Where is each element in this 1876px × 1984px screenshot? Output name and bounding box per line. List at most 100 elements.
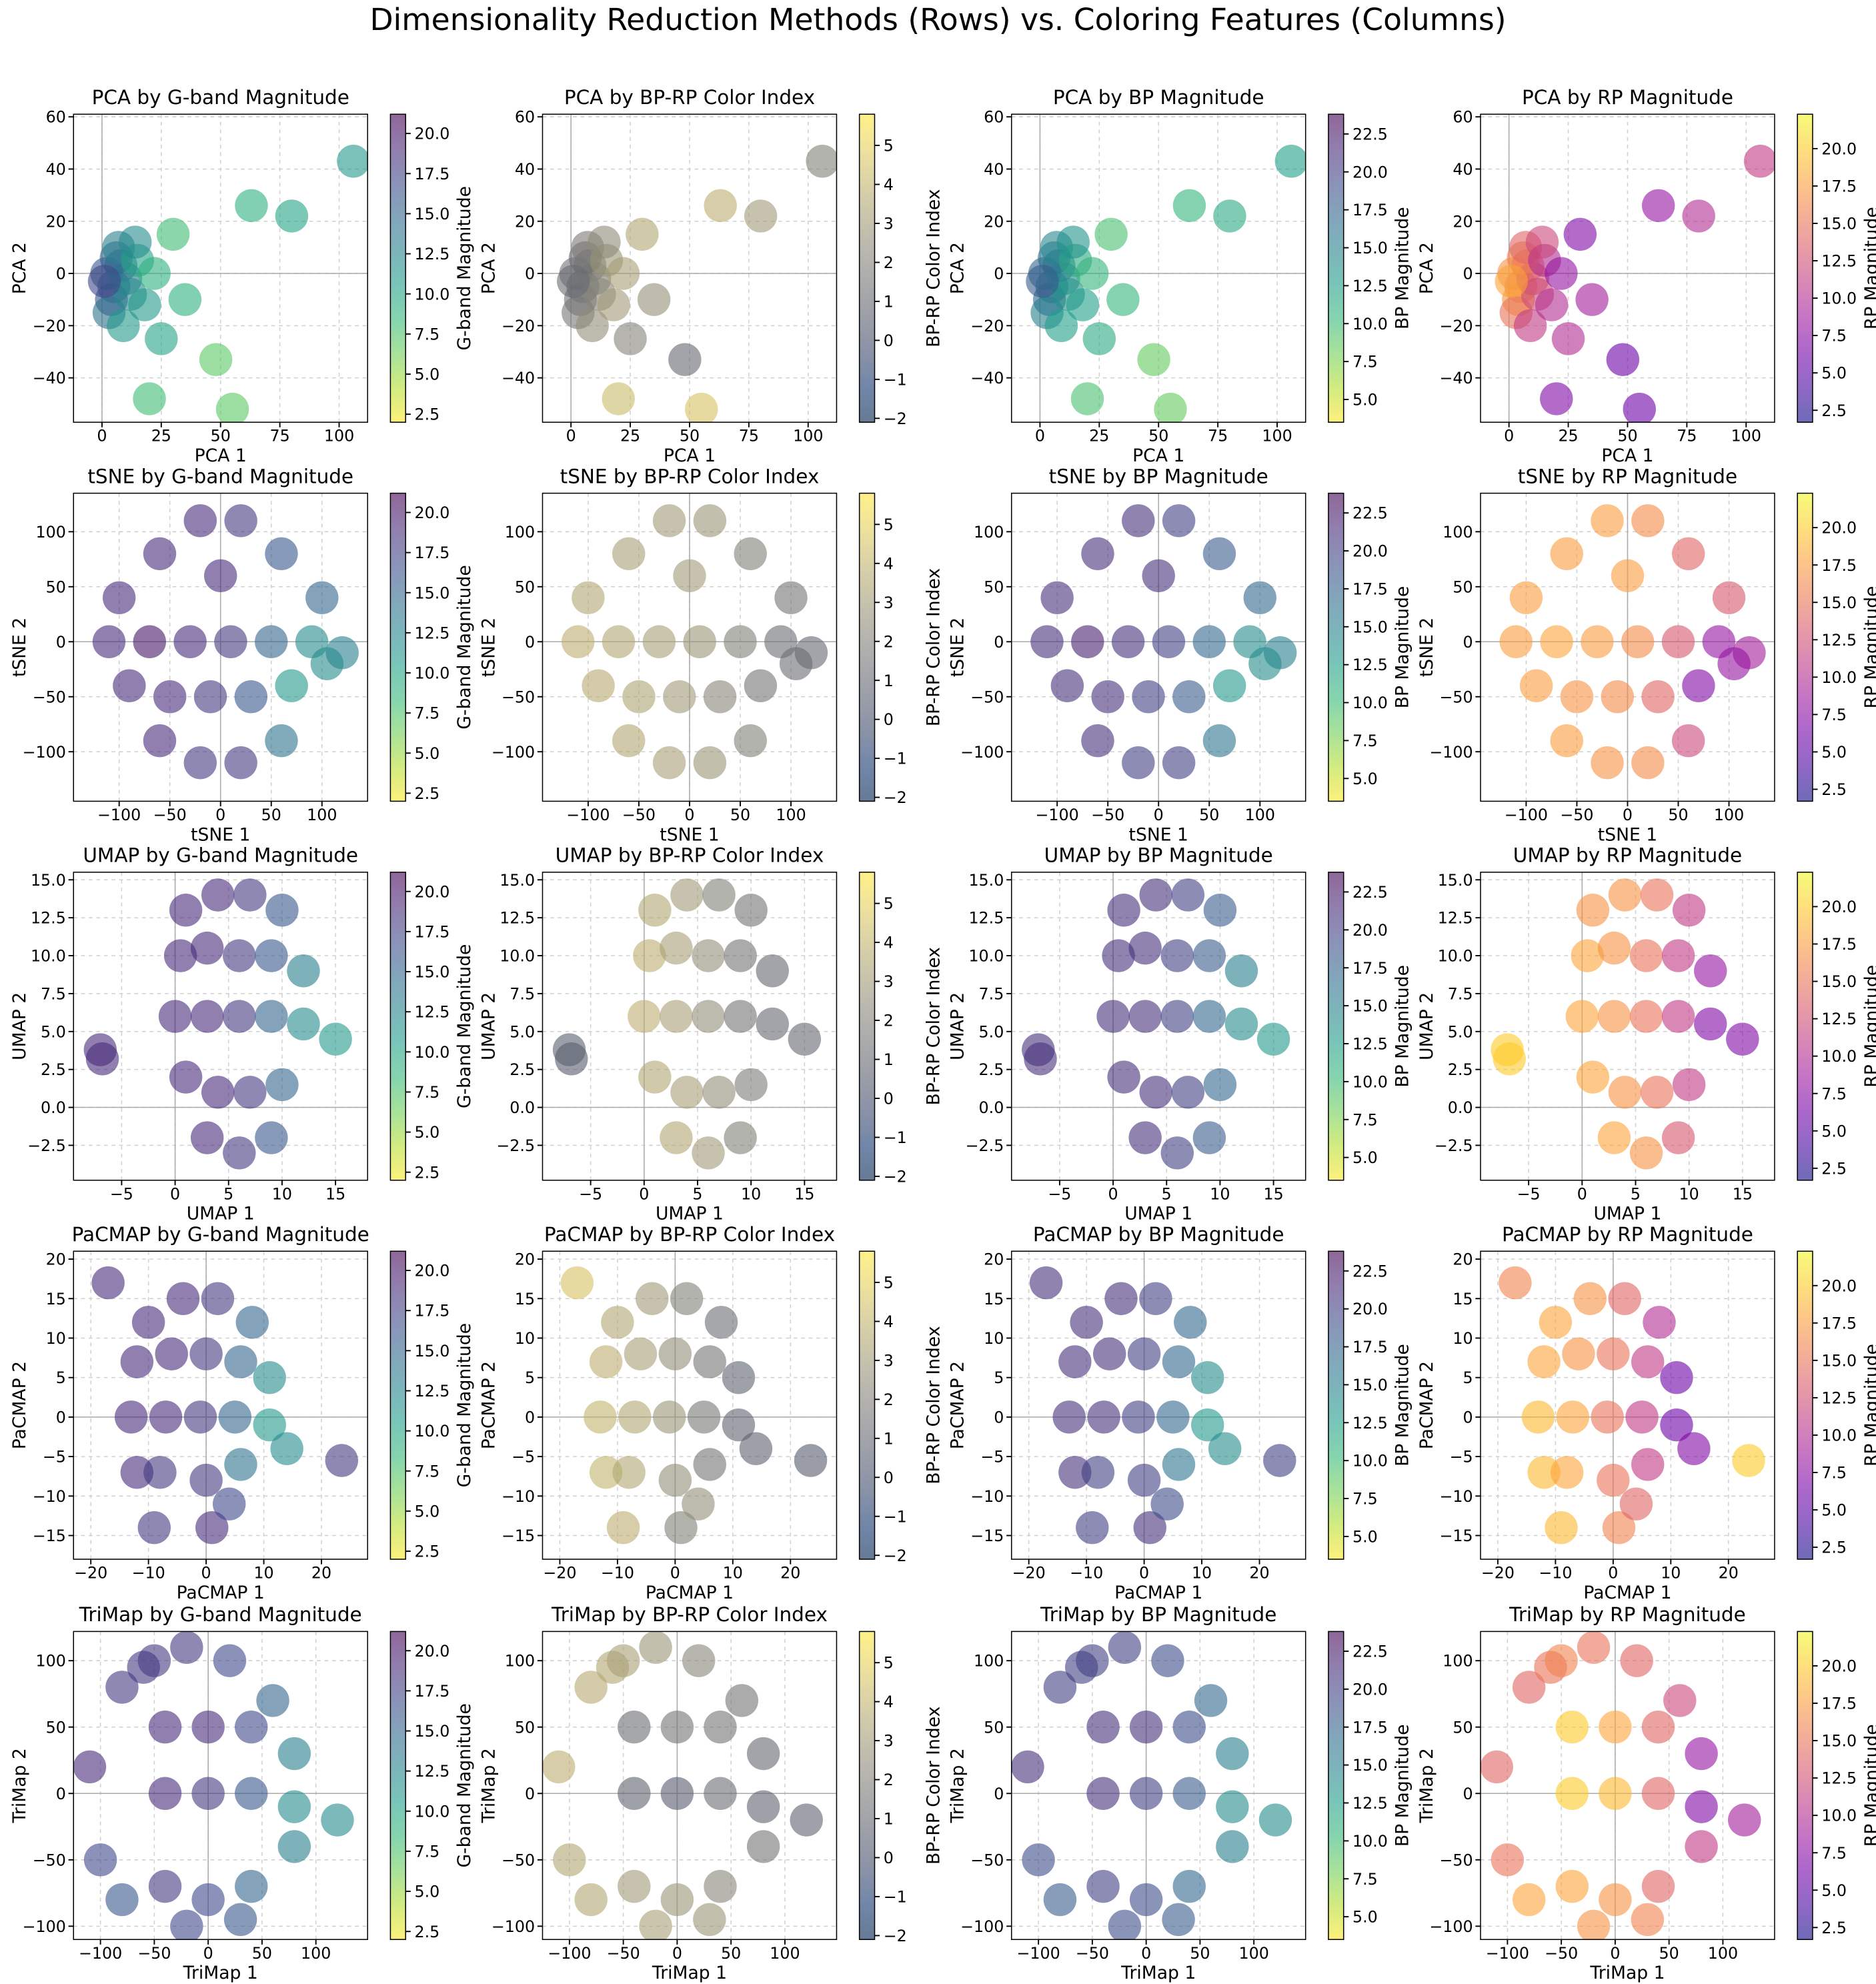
axes-frame bbox=[73, 1250, 368, 1560]
point bbox=[256, 1684, 289, 1717]
y-tick-label: −50 bbox=[33, 1851, 66, 1869]
point bbox=[1625, 1400, 1659, 1434]
point bbox=[637, 283, 671, 316]
x-axis-label: UMAP 1 bbox=[1124, 1204, 1192, 1224]
point bbox=[1629, 1136, 1663, 1170]
axes: −20 −10 0 10 20 −15 −10 −5 0 5 10 15 20 PaCMAP by BP … bbox=[948, 1223, 1413, 1603]
colorbar bbox=[1797, 1250, 1813, 1560]
y-tick-label: 50 bbox=[515, 1718, 535, 1737]
point bbox=[1631, 1345, 1665, 1378]
y-tick-label: −2.5 bbox=[496, 1136, 535, 1155]
y-tick-label: 0.0 bbox=[979, 1098, 1004, 1117]
point bbox=[191, 1711, 225, 1744]
y-tick-label: 15.0 bbox=[31, 871, 66, 890]
point bbox=[1513, 309, 1547, 343]
point bbox=[183, 746, 217, 780]
x-tick-label: 15 bbox=[1263, 1184, 1283, 1203]
colorbar-tick-label: 22.5 bbox=[1352, 504, 1388, 523]
point bbox=[1058, 1456, 1092, 1489]
point bbox=[1274, 145, 1306, 178]
point bbox=[189, 1337, 223, 1370]
colorbar-tick-label: 1 bbox=[884, 672, 894, 690]
points bbox=[542, 1631, 823, 1940]
x-tick-label: −50 bbox=[1076, 1944, 1109, 1963]
x-tick-label: 25 bbox=[151, 427, 171, 445]
point bbox=[1172, 1777, 1206, 1810]
y-tick-label: −15 bbox=[502, 1527, 535, 1545]
colorbar-tick-label: 17.5 bbox=[1352, 959, 1388, 978]
point bbox=[1160, 939, 1194, 972]
x-tick-label: 10 bbox=[741, 1184, 761, 1203]
y-tick-label: 12.5 bbox=[500, 909, 535, 928]
x-tick-label: 0 bbox=[1035, 427, 1045, 445]
colorbar-tick-label: 17.5 bbox=[1352, 1718, 1388, 1737]
point bbox=[704, 189, 737, 222]
point bbox=[255, 1121, 288, 1154]
x-tick-label: 50 bbox=[730, 806, 750, 824]
colorbar-tick-label: 17.5 bbox=[415, 544, 450, 562]
points bbox=[1029, 1266, 1296, 1545]
colorbar-tick-label: 12.5 bbox=[1821, 1769, 1857, 1788]
axes: −100 −50 0 50 100 −100 −50 0 50 100 TriMap by BP M… bbox=[948, 1603, 1413, 1983]
colorbar-tick-label: 17.5 bbox=[1352, 201, 1388, 219]
y-tick-label: 15 bbox=[515, 1290, 535, 1308]
axes: −20 −10 0 10 20 −15 −10 −5 0 5 10 15 20 PaCMAP by G-b… bbox=[9, 1223, 475, 1603]
y-tick-label: −10 bbox=[502, 1487, 535, 1506]
point bbox=[734, 724, 767, 758]
x-tick-label: 0 bbox=[1608, 1564, 1618, 1583]
point bbox=[1560, 680, 1594, 714]
point bbox=[606, 1644, 640, 1677]
colorbar-tick-label: 1 bbox=[884, 1810, 894, 1829]
points bbox=[73, 1631, 354, 1940]
colorbar bbox=[389, 1631, 406, 1941]
point bbox=[1127, 1463, 1161, 1497]
y-tick-label: 10.0 bbox=[500, 947, 535, 966]
x-tick-label: −20 bbox=[1012, 1564, 1046, 1583]
y-tick-label: 10 bbox=[46, 1329, 66, 1348]
point bbox=[1550, 724, 1583, 758]
y-tick-label: 0 bbox=[994, 265, 1004, 283]
y-tick-label: 5.0 bbox=[510, 1022, 535, 1041]
colorbar-tick-label: −2 bbox=[884, 409, 907, 428]
y-tick-label: −5 bbox=[512, 1448, 535, 1466]
point bbox=[1056, 225, 1090, 259]
colorbar-tick-label: 7.5 bbox=[1821, 706, 1847, 724]
point bbox=[1550, 537, 1583, 571]
x-tick-label: −100 bbox=[1505, 806, 1548, 824]
point bbox=[788, 1022, 822, 1056]
point bbox=[270, 1432, 303, 1465]
axes: 0 25 50 75 100 −40 −20 0 20 40 60 PCA by BP Magnitu… bbox=[948, 86, 1413, 466]
point bbox=[1040, 581, 1074, 614]
point bbox=[756, 1007, 789, 1041]
colorbar-tick-label: 12.5 bbox=[415, 1003, 450, 1022]
colorbar-tick-label: 2.5 bbox=[1821, 1539, 1847, 1557]
y-tick-label: 7.5 bbox=[41, 984, 66, 1003]
point bbox=[1539, 1306, 1573, 1339]
point bbox=[265, 724, 298, 758]
point bbox=[1129, 1777, 1163, 1810]
point bbox=[682, 1644, 716, 1677]
y-tick-label: 100 bbox=[974, 523, 1004, 542]
point bbox=[1597, 1463, 1630, 1497]
point bbox=[1108, 1909, 1142, 1940]
point bbox=[1224, 954, 1258, 988]
colorbar-tick-label: 12.5 bbox=[1352, 1794, 1388, 1813]
colorbar-tick-label: 15.0 bbox=[415, 1342, 450, 1360]
point bbox=[223, 1000, 256, 1033]
y-axis-label: UMAP 2 bbox=[9, 992, 30, 1060]
y-axis-label: PaCMAP 2 bbox=[1417, 1361, 1437, 1449]
point bbox=[133, 382, 166, 415]
point bbox=[1082, 322, 1116, 355]
point bbox=[234, 680, 268, 714]
x-axis-label: PaCMAP 1 bbox=[177, 1583, 265, 1603]
point bbox=[1672, 1068, 1706, 1102]
point bbox=[223, 939, 256, 972]
point bbox=[1672, 894, 1706, 927]
point bbox=[1661, 625, 1695, 658]
points bbox=[91, 1266, 358, 1545]
x-tick-label: −50 bbox=[153, 806, 187, 824]
point bbox=[639, 1909, 672, 1940]
colorbar-tick-label: 7.5 bbox=[415, 325, 440, 343]
point bbox=[1171, 878, 1205, 912]
